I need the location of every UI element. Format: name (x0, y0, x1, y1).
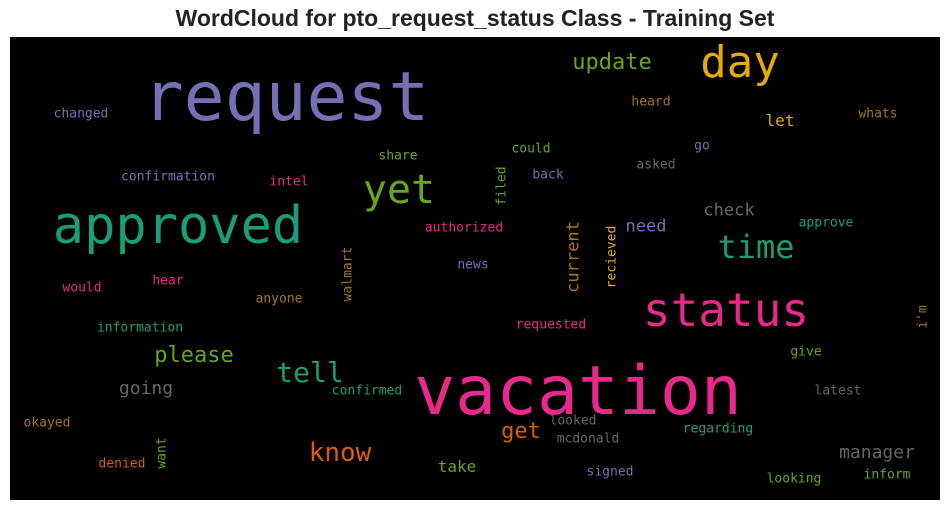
word-let: let (765, 111, 795, 130)
word-approve: approve (798, 215, 854, 231)
word-check: check (703, 200, 755, 221)
word-anyone: anyone (255, 291, 303, 307)
word-day: day (700, 37, 780, 88)
word-give: give (790, 344, 822, 360)
word-authorized: authorized (424, 220, 504, 236)
word-mcdonald: mcdonald (556, 431, 620, 447)
word-looking: looking (766, 471, 822, 487)
word-could: could (511, 141, 551, 157)
word-update: update (572, 50, 652, 75)
wordcloud-canvas: request vacation approved status day yet time t… (10, 37, 940, 500)
word-need: need (625, 216, 667, 237)
word-latest: latest (814, 383, 862, 399)
word-looked: looked (549, 413, 597, 429)
word-request: request (142, 58, 430, 137)
word-denied: denied (98, 456, 146, 472)
word-want: want (154, 437, 170, 469)
word-would: would (62, 280, 102, 296)
word-status: status (642, 283, 810, 337)
word-confirmation: confirmation (121, 169, 215, 185)
word-recieved: recieved (604, 225, 620, 289)
word-information: information (96, 320, 184, 336)
word-approved: approved (52, 196, 304, 256)
word-whats: whats (858, 106, 898, 122)
word-please: please (154, 343, 234, 368)
word-walmart: walmart (340, 246, 356, 302)
word-changed: changed (53, 106, 109, 122)
word-signed: signed (586, 464, 634, 480)
word-hear: hear (152, 273, 184, 289)
word-okayed: okayed (23, 415, 71, 431)
word-yet: yet (362, 167, 436, 213)
word-get: get (501, 419, 541, 444)
word-back: back (532, 167, 564, 183)
word-know: know (308, 438, 372, 468)
word-requested: requested (515, 317, 587, 333)
word-filed: filed (494, 166, 510, 206)
word-news: news (457, 257, 489, 273)
word-current: current (563, 221, 584, 293)
word-confirmed: confirmed (331, 383, 403, 399)
word-take: take (437, 457, 477, 476)
word-im: i'm (915, 305, 931, 329)
word-inform: inform (863, 467, 911, 483)
word-vacation: vacation (414, 352, 742, 431)
word-go: go (694, 138, 710, 154)
chart-title: WordCloud for pto_request_status Class -… (175, 5, 775, 31)
word-going: going (118, 378, 174, 399)
word-tell: tell (276, 356, 344, 389)
word-asked: asked (636, 157, 676, 173)
word-heard: heard (631, 94, 671, 110)
word-share: share (378, 148, 418, 164)
word-time: time (717, 228, 795, 266)
word-regarding: regarding (682, 421, 754, 437)
word-manager: manager (839, 442, 915, 463)
word-intel: intel (269, 174, 309, 190)
